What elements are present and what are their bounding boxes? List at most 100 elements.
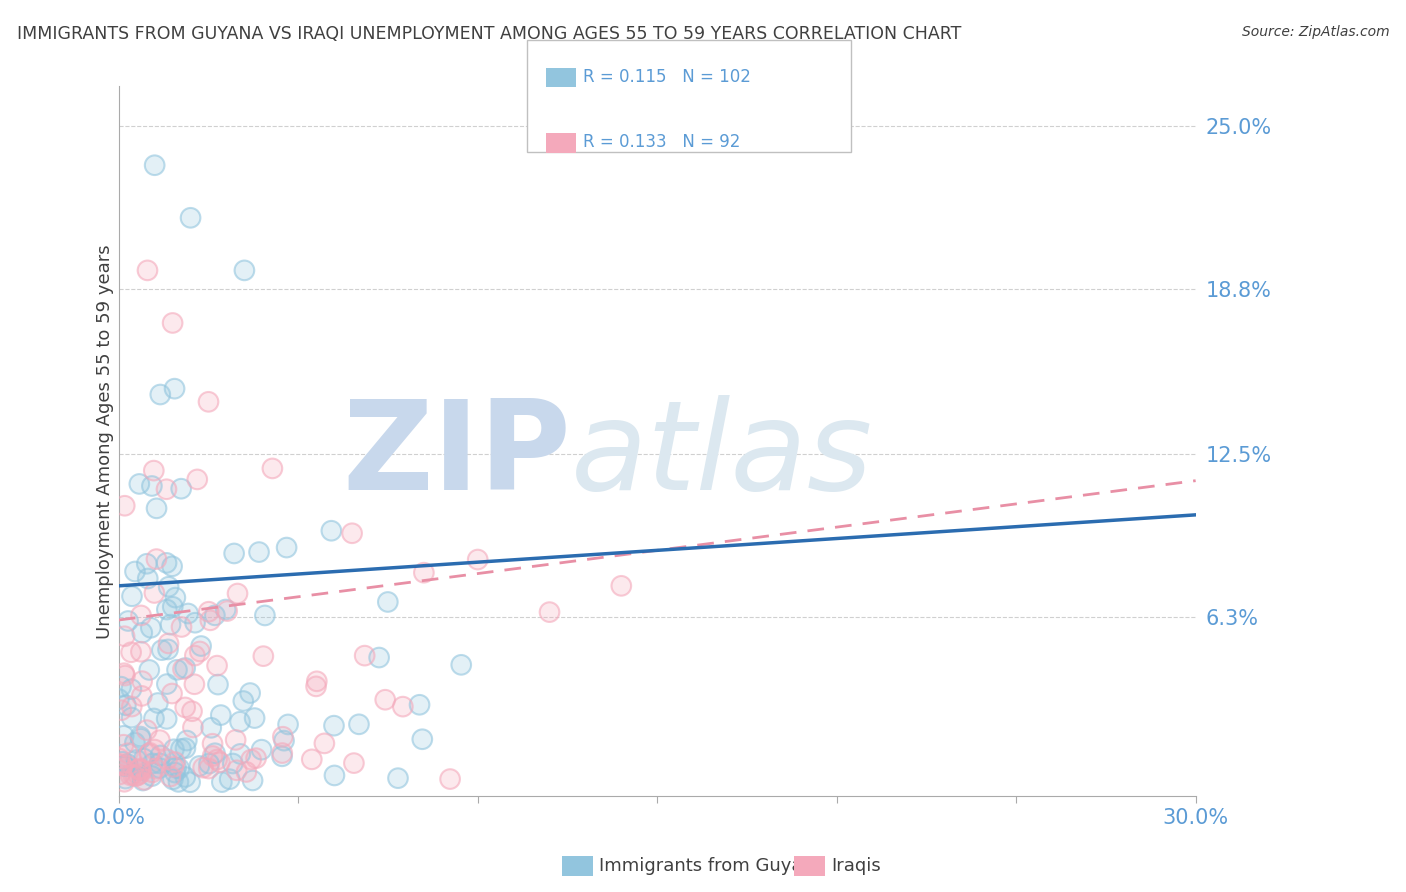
- Point: [165, 591, 187, 605]
- Point: [205, 753, 228, 767]
- Point: [208, 756, 231, 770]
- Point: [135, 723, 157, 738]
- Text: Iraqis: Iraqis: [831, 857, 880, 875]
- Point: [188, 644, 211, 658]
- Point: [129, 764, 152, 778]
- Point: [538, 605, 561, 619]
- Point: [110, 703, 132, 717]
- Point: [108, 751, 131, 765]
- Text: Source: ZipAtlas.com: Source: ZipAtlas.com: [1241, 25, 1389, 39]
- Point: [163, 765, 186, 780]
- Point: [250, 742, 273, 756]
- Point: [129, 608, 152, 623]
- Point: [207, 677, 229, 691]
- Point: [271, 749, 294, 764]
- Y-axis label: Unemployment Among Ages 55 to 59 years: Unemployment Among Ages 55 to 59 years: [96, 244, 114, 639]
- Point: [340, 526, 363, 541]
- Point: [131, 689, 153, 703]
- Point: [108, 692, 131, 706]
- Point: [169, 762, 191, 776]
- Point: [141, 765, 163, 780]
- Point: [262, 461, 284, 475]
- Point: [141, 769, 163, 783]
- Point: [191, 761, 214, 775]
- Point: [450, 657, 472, 672]
- Point: [159, 617, 181, 632]
- Point: [139, 621, 162, 635]
- Point: [163, 755, 186, 769]
- Point: [277, 717, 299, 731]
- Point: [114, 759, 136, 773]
- Point: [198, 756, 221, 771]
- Point: [301, 752, 323, 766]
- Point: [148, 756, 170, 771]
- Point: [110, 758, 132, 772]
- Point: [368, 650, 391, 665]
- Point: [129, 761, 152, 775]
- Point: [150, 643, 173, 657]
- Point: [112, 738, 135, 752]
- Point: [135, 557, 157, 571]
- Point: [114, 499, 136, 513]
- Point: [408, 698, 430, 712]
- Point: [155, 482, 177, 496]
- Point: [128, 763, 150, 777]
- Point: [183, 677, 205, 691]
- Point: [218, 772, 240, 787]
- Point: [181, 704, 204, 718]
- Point: [155, 482, 177, 496]
- Point: [200, 721, 222, 735]
- Point: [170, 482, 193, 496]
- Point: [188, 759, 211, 773]
- Point: [149, 761, 172, 775]
- Point: [166, 663, 188, 677]
- Point: [132, 773, 155, 788]
- Point: [155, 556, 177, 570]
- Point: [209, 708, 232, 723]
- Point: [129, 764, 152, 778]
- Point: [136, 572, 159, 586]
- Point: [226, 586, 249, 600]
- Point: [211, 775, 233, 789]
- Point: [180, 211, 202, 225]
- Point: [273, 733, 295, 747]
- Point: [243, 711, 266, 725]
- Point: [347, 717, 370, 731]
- Point: [143, 586, 166, 600]
- Point: [160, 559, 183, 574]
- Point: [157, 636, 180, 650]
- Point: [201, 749, 224, 764]
- Point: [125, 753, 148, 767]
- Point: [121, 768, 143, 782]
- Point: [142, 756, 165, 771]
- Point: [162, 772, 184, 787]
- Point: [127, 768, 149, 782]
- Point: [138, 747, 160, 761]
- Point: [174, 700, 197, 714]
- Point: [232, 694, 254, 708]
- Point: [252, 649, 274, 664]
- Point: [135, 557, 157, 571]
- Point: [205, 658, 228, 673]
- Point: [229, 747, 252, 761]
- Text: R = 0.133   N = 92: R = 0.133 N = 92: [583, 133, 741, 151]
- Point: [271, 749, 294, 764]
- Point: [143, 711, 166, 725]
- Point: [114, 499, 136, 513]
- Point: [190, 639, 212, 653]
- Point: [131, 674, 153, 689]
- Point: [156, 752, 179, 766]
- Point: [141, 479, 163, 493]
- Point: [117, 757, 139, 772]
- Point: [124, 565, 146, 579]
- Point: [179, 775, 201, 789]
- Point: [114, 668, 136, 682]
- Point: [139, 746, 162, 760]
- Point: [112, 774, 135, 789]
- Point: [174, 741, 197, 756]
- Point: [184, 648, 207, 663]
- Point: [226, 586, 249, 600]
- Point: [179, 775, 201, 789]
- Point: [200, 613, 222, 627]
- Point: [131, 674, 153, 689]
